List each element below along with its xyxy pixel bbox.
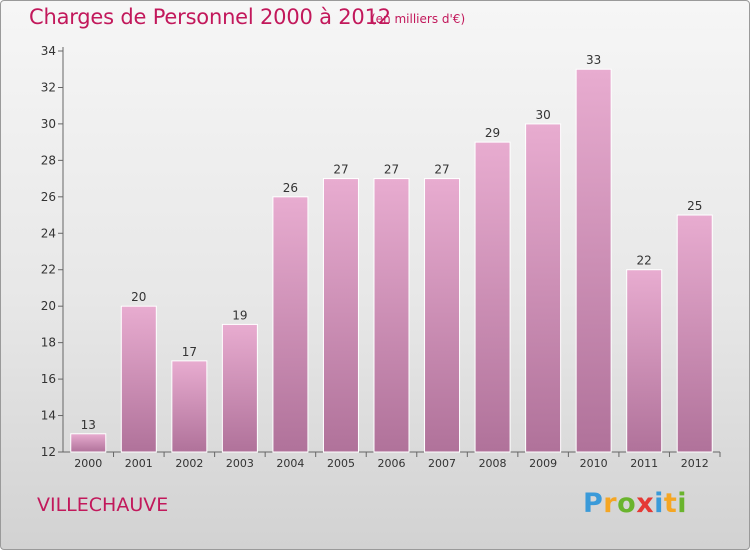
proxiti-logo: Proxiti xyxy=(583,488,687,519)
bar xyxy=(272,196,309,453)
logo-letter: P xyxy=(583,488,604,519)
bar xyxy=(322,178,359,453)
bar xyxy=(676,214,713,453)
y-tick-label: 22 xyxy=(41,263,56,277)
x-tick-label: 2000 xyxy=(74,457,102,470)
data-label: 27 xyxy=(333,163,348,177)
x-tick-label: 2003 xyxy=(226,457,254,470)
y-tick-label: 12 xyxy=(41,445,56,459)
bar xyxy=(171,360,208,453)
x-tick-label: 2012 xyxy=(681,457,709,470)
place-name: VILLECHAUVE xyxy=(37,494,169,516)
y-tick-label: 16 xyxy=(41,372,56,386)
data-label: 13 xyxy=(81,418,96,432)
y-tick-label: 32 xyxy=(41,80,56,94)
y-tick-label: 14 xyxy=(41,409,56,423)
data-label: 26 xyxy=(283,181,298,195)
logo-letter: x xyxy=(636,488,655,519)
bar xyxy=(424,178,461,453)
y-tick-label: 34 xyxy=(41,44,56,58)
bar xyxy=(525,123,562,453)
y-tick-label: 18 xyxy=(41,336,56,350)
bar xyxy=(474,141,511,453)
axes: 12 14 16 18 20 22 24 26 28 30 32 34 2000 2001 2002 2003… xyxy=(41,44,721,470)
data-label: 20 xyxy=(131,290,146,304)
x-tick-label: 2004 xyxy=(276,457,304,470)
data-label: 25 xyxy=(687,199,702,213)
x-tick-label: 2002 xyxy=(175,457,203,470)
data-label: 22 xyxy=(637,254,652,268)
data-label: 27 xyxy=(434,163,449,177)
y-tick-label: 30 xyxy=(41,117,56,131)
chart-title: Charges de Personnel 2000 à 2012 xyxy=(29,5,391,29)
chart-subtitle: (en milliers d'€) xyxy=(371,12,466,26)
bar xyxy=(120,305,157,453)
logo-letter: o xyxy=(617,488,637,519)
x-tick-label: 2010 xyxy=(580,457,608,470)
y-tick-label: 28 xyxy=(41,153,56,167)
bars-group xyxy=(70,68,713,453)
x-tick-label: 2009 xyxy=(529,457,557,470)
y-tick-label: 24 xyxy=(41,226,56,240)
x-tick-label: 2008 xyxy=(479,457,507,470)
bar xyxy=(575,68,612,453)
logo-letter: i xyxy=(654,488,664,519)
data-labels-group: 13 20 17 19 26 27 27 27 29 30 33 22 25 xyxy=(81,53,703,432)
x-tick-label: 2005 xyxy=(327,457,355,470)
y-tick-label: 20 xyxy=(41,299,56,313)
logo-letter: i xyxy=(677,488,688,519)
data-label: 17 xyxy=(182,345,197,359)
logo-letter: t xyxy=(663,488,678,519)
logo-letter: r xyxy=(603,488,618,519)
bar xyxy=(373,178,410,453)
bar xyxy=(626,269,663,453)
y-tick-label: 26 xyxy=(41,190,56,204)
data-label: 27 xyxy=(384,163,399,177)
data-label: 33 xyxy=(586,53,601,67)
bar xyxy=(70,433,107,453)
bar xyxy=(221,323,258,453)
data-label: 30 xyxy=(535,108,550,122)
x-tick-label: 2007 xyxy=(428,457,456,470)
x-tick-label: 2006 xyxy=(378,457,406,470)
data-label: 19 xyxy=(232,308,247,322)
x-tick-label: 2001 xyxy=(125,457,153,470)
data-label: 29 xyxy=(485,126,500,140)
x-tick-label: 2011 xyxy=(630,457,658,470)
